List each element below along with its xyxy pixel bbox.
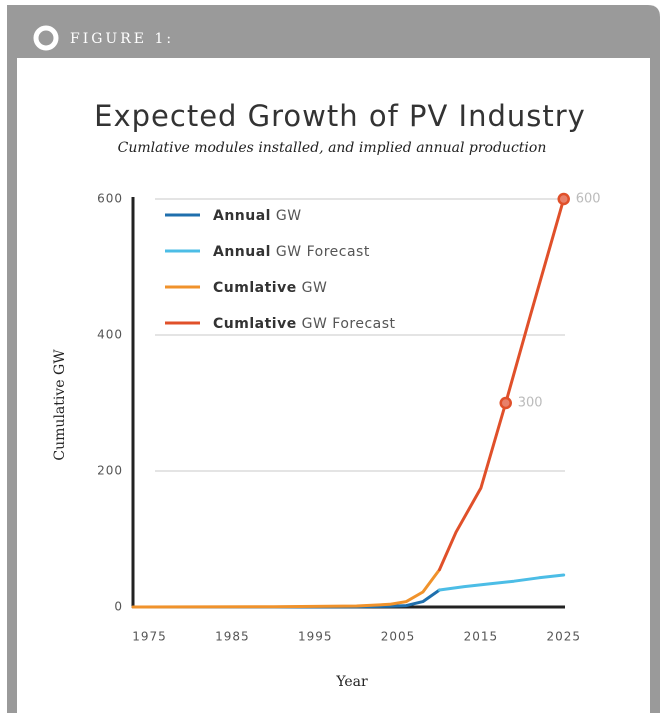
x-tick-label: 1995 xyxy=(298,630,333,644)
legend-label: Cumlative GW Forecast xyxy=(213,316,396,332)
x-tick-label: 2015 xyxy=(464,630,499,644)
x-tick-label: 2025 xyxy=(546,630,581,644)
x-tick-label: 1975 xyxy=(132,630,167,644)
panel xyxy=(17,58,650,713)
series-line xyxy=(438,197,566,572)
x-tick-label: 2005 xyxy=(381,630,416,644)
y-tick-label: 400 xyxy=(97,328,123,342)
y-axis-label: Cumulative GW xyxy=(52,349,68,461)
x-axis-label: Year xyxy=(335,674,368,690)
y-tick-label: 600 xyxy=(97,192,123,206)
legend-label: Annual GW xyxy=(213,208,302,224)
point-marker xyxy=(557,192,570,206)
series-line xyxy=(438,573,566,592)
x-tick-label: 1985 xyxy=(215,630,250,644)
header-icon xyxy=(33,25,59,51)
data-label: 300 xyxy=(518,396,543,411)
chart-subtitle: Cumlative modules installed, and implied… xyxy=(118,140,547,156)
figure-label: FIGURE 1: xyxy=(70,31,174,47)
y-tick-label: 0 xyxy=(114,600,123,614)
point-marker xyxy=(499,396,512,410)
chart-title: Expected Growth of PV Industry xyxy=(94,99,586,133)
legend-label: Cumlative GW xyxy=(213,280,327,296)
series-line xyxy=(131,568,441,609)
y-tick-label: 200 xyxy=(97,464,123,478)
data-label: 600 xyxy=(576,192,601,207)
legend-label: Annual GW Forecast xyxy=(213,244,370,260)
